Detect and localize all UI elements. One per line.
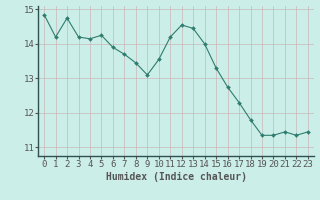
X-axis label: Humidex (Indice chaleur): Humidex (Indice chaleur) xyxy=(106,172,246,182)
